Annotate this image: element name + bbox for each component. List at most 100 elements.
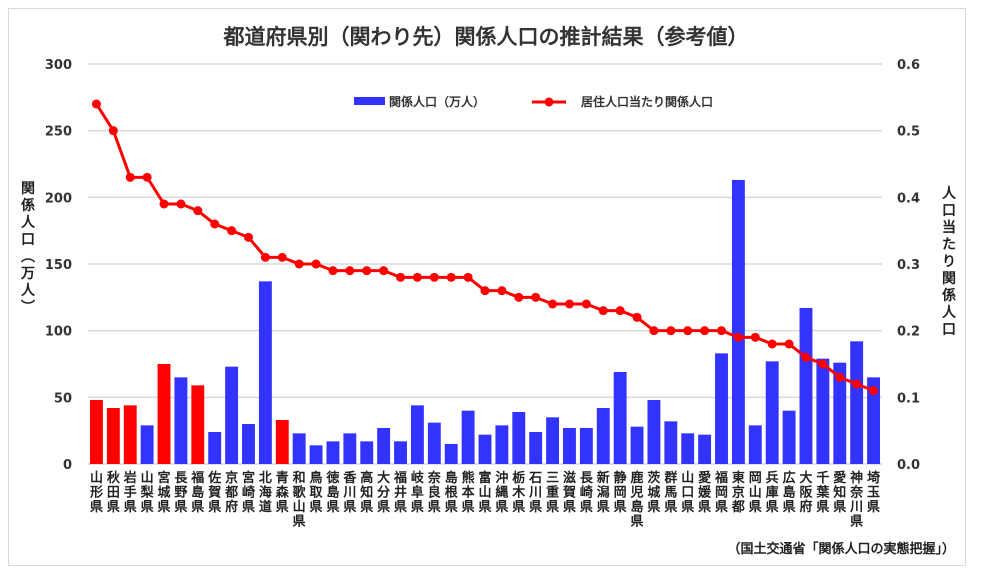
x-tick-label: 徳島県 xyxy=(325,470,339,515)
x-tick-label: 京都府 xyxy=(224,470,238,515)
bar xyxy=(174,377,188,464)
x-tick-label: 神奈川県 xyxy=(849,470,864,530)
line-point xyxy=(159,199,169,209)
bar xyxy=(343,433,357,464)
line-point xyxy=(294,259,304,269)
bar xyxy=(377,428,391,464)
line-point xyxy=(852,379,862,389)
y-tick-label: 0 xyxy=(63,458,72,473)
x-tick-label: 大分県 xyxy=(377,470,390,515)
bar xyxy=(309,445,323,464)
line-point xyxy=(91,99,101,109)
y-tick-label: 100 xyxy=(45,325,72,340)
x-tick-label: 岐阜県 xyxy=(411,470,425,515)
line-point xyxy=(176,199,186,209)
x-tick-label: 福岡県 xyxy=(714,470,728,515)
legend-bar-swatch xyxy=(354,97,385,105)
y2-tick-label: 0.5 xyxy=(897,125,920,140)
line-point xyxy=(311,259,321,269)
x-tick-label: 熊本県 xyxy=(462,470,475,515)
y2-tick-label: 0.1 xyxy=(897,391,920,406)
x-tick-label: 岩手県 xyxy=(123,470,137,515)
x-tick-label: 愛知県 xyxy=(833,470,846,515)
x-tick-label: 和歌山県 xyxy=(293,470,307,530)
line-point xyxy=(784,339,794,349)
bar xyxy=(664,421,678,464)
legend-line-marker xyxy=(544,97,554,107)
bar xyxy=(748,425,762,464)
y2-tick-label: 0.3 xyxy=(897,258,920,273)
bar xyxy=(140,425,154,464)
bar xyxy=(495,425,509,464)
x-tick-label: 青森県 xyxy=(276,470,290,515)
y2-axis-title: 人口当たり関係人口 xyxy=(942,185,957,338)
y-tick-label: 300 xyxy=(45,58,72,73)
bar xyxy=(579,428,593,464)
line-point xyxy=(683,326,693,336)
x-tick-label: 岡山県 xyxy=(749,471,762,515)
x-tick-label: 鹿児島県 xyxy=(630,470,644,530)
line-point xyxy=(480,286,490,296)
line-point xyxy=(581,299,591,309)
x-tick-label: 奈良県 xyxy=(427,470,442,515)
bar xyxy=(731,180,745,464)
x-tick-label: 福井県 xyxy=(393,470,407,515)
bar xyxy=(596,408,610,464)
x-tick-label: 長野県 xyxy=(174,471,188,515)
x-tick-label: 秋田県 xyxy=(107,470,121,515)
chart-title: 都道府県別（関わり先）関係人口の推計結果（参考値） xyxy=(223,25,749,49)
line-series xyxy=(95,103,875,393)
x-tick-label: 富山県 xyxy=(478,470,491,515)
line-point xyxy=(666,326,676,336)
line-point xyxy=(243,232,253,242)
line-point xyxy=(835,372,845,382)
bar xyxy=(816,358,830,464)
bar xyxy=(799,308,813,464)
line-point xyxy=(412,272,422,282)
line-point xyxy=(767,339,777,349)
x-tick-label: 福島県 xyxy=(190,470,204,515)
x-tick-label: 北海道 xyxy=(259,471,272,515)
bar xyxy=(106,408,120,464)
x-tick-label: 沖縄県 xyxy=(495,470,508,515)
bar xyxy=(613,372,627,464)
line-point xyxy=(210,219,220,229)
x-tick-label: 滋賀県 xyxy=(562,470,576,515)
y-tick-label: 250 xyxy=(45,125,72,140)
bar xyxy=(630,426,644,464)
line-point xyxy=(869,386,879,396)
line-point xyxy=(733,332,743,342)
bar xyxy=(715,353,728,464)
line-point xyxy=(328,266,338,276)
y-tick-label: 150 xyxy=(45,258,72,273)
y2-tick-label: 0.0 xyxy=(897,458,920,473)
line-point xyxy=(227,226,237,236)
line-point xyxy=(598,306,608,316)
x-tick-label: 愛媛県 xyxy=(697,470,712,515)
line-point xyxy=(260,252,270,262)
bar xyxy=(258,281,272,464)
bar xyxy=(867,377,880,464)
y2-tick-label: 0.2 xyxy=(897,325,920,340)
line-point xyxy=(446,272,456,282)
line-point xyxy=(463,272,473,282)
bar xyxy=(647,400,661,464)
bar xyxy=(326,441,340,464)
x-tick-label: 島根県 xyxy=(445,470,459,515)
bar xyxy=(461,410,475,464)
bar xyxy=(123,405,137,464)
x-tick-label: 埼玉県 xyxy=(867,470,880,515)
bar xyxy=(563,428,576,464)
x-tick-label: 新潟県 xyxy=(597,470,610,515)
bar xyxy=(191,385,205,464)
line-point xyxy=(615,306,625,316)
line-point xyxy=(801,352,811,362)
x-tick-label: 東京都 xyxy=(731,470,745,515)
y2-tick-label: 0.4 xyxy=(897,191,920,206)
line-point xyxy=(548,299,558,309)
bar xyxy=(90,400,103,464)
x-tick-label: 山梨県 xyxy=(140,470,155,515)
line-point xyxy=(125,172,135,182)
line-point xyxy=(700,326,710,336)
